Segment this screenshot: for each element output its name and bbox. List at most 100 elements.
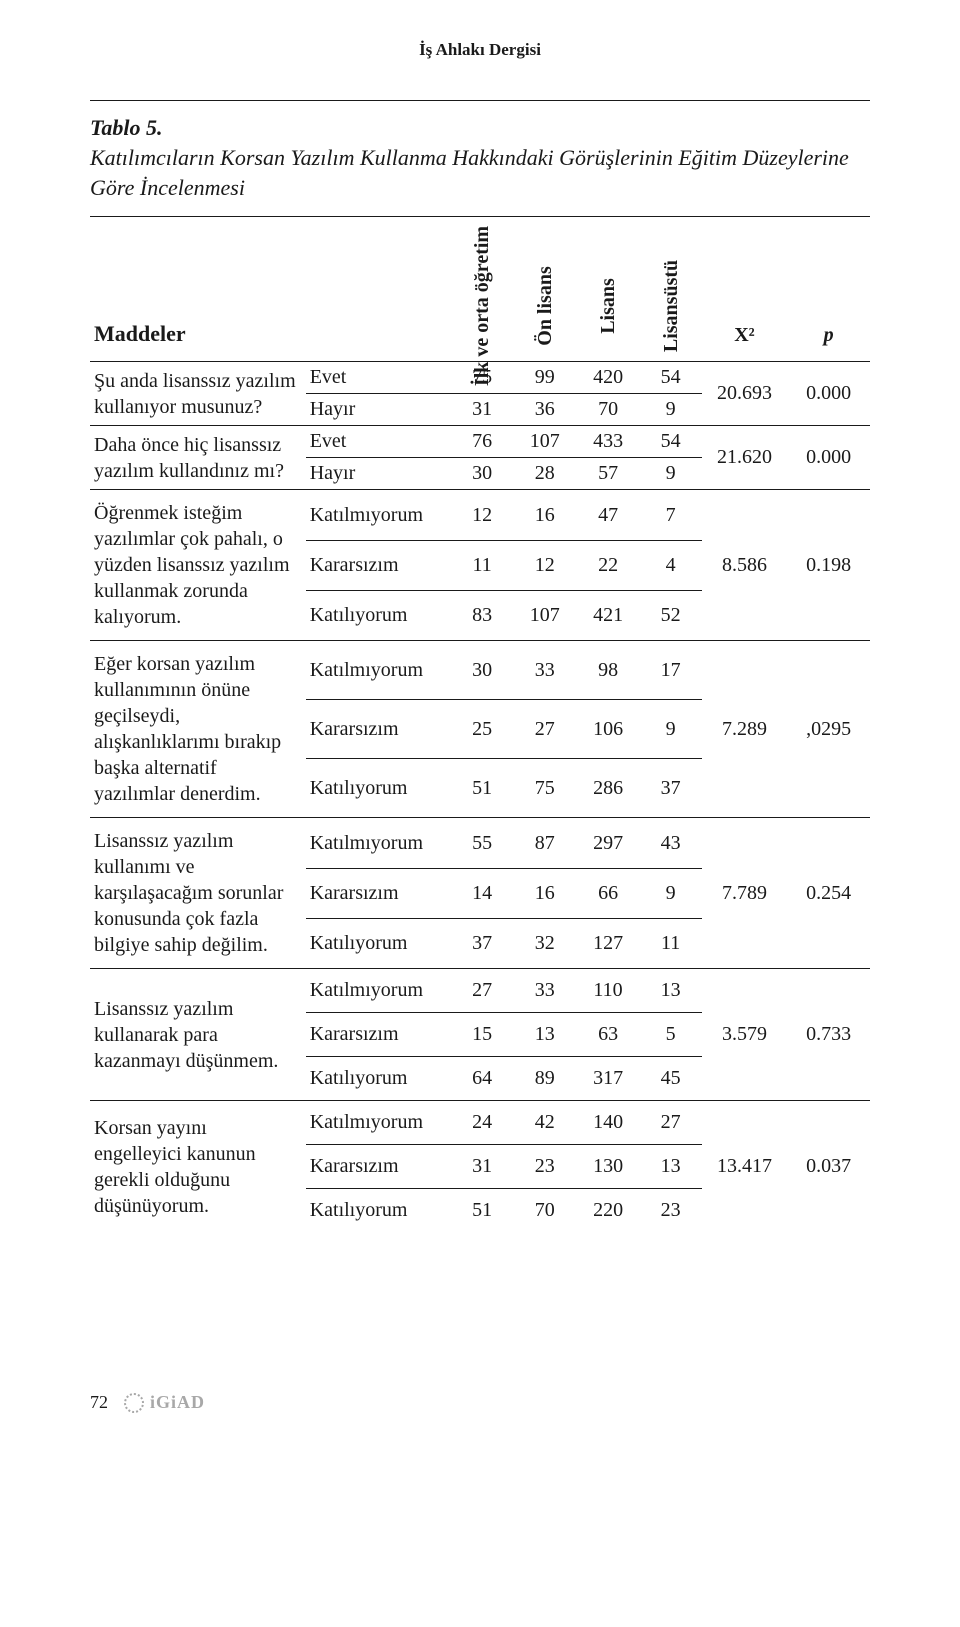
cell-value: 11	[640, 919, 702, 969]
response-label: Katılmıyorum	[306, 818, 452, 868]
header-col1-label: İlk ve orta öğretim	[472, 226, 492, 386]
x2-value: 3.579	[702, 969, 788, 1101]
cell-value: 24	[451, 1101, 513, 1145]
cell-value: 51	[451, 1189, 513, 1233]
response-label: Katılmıyorum	[306, 641, 452, 700]
cell-value: 52	[640, 591, 702, 641]
response-label: Kararsızım	[306, 700, 452, 759]
cell-value: 51	[451, 759, 513, 818]
cell-value: 98	[576, 641, 639, 700]
cell-value: 107	[513, 591, 576, 641]
cell-value: 16	[513, 490, 576, 540]
cell-value: 9	[640, 868, 702, 918]
cell-value: 25	[451, 700, 513, 759]
cell-value: 27	[451, 969, 513, 1013]
cell-value: 36	[513, 394, 576, 426]
response-label: Kararsızım	[306, 540, 452, 590]
cell-value: 16	[513, 868, 576, 918]
cell-value: 17	[640, 641, 702, 700]
response-label: Katılıyorum	[306, 759, 452, 818]
cell-value: 297	[576, 818, 639, 868]
cell-value: 9	[640, 394, 702, 426]
journal-title: İş Ahlakı Dergisi	[90, 40, 870, 60]
cell-value: 31	[451, 394, 513, 426]
header-x2: X²	[702, 217, 788, 362]
cell-value: 57	[576, 458, 639, 490]
p-value: 0.000	[787, 362, 870, 426]
top-rule	[90, 100, 870, 101]
response-label: Evet	[306, 362, 452, 394]
table-row: Korsan yayını engelleyici kanunun gerekl…	[90, 1101, 870, 1145]
cell-value: 15	[451, 1013, 513, 1057]
brand-text: iGiAD	[150, 1392, 205, 1413]
cell-value: 99	[513, 362, 576, 394]
header-col4-label: Lisansüstü	[661, 260, 681, 352]
item-text: Şu anda lisanssız yazılım kullanıyor mus…	[90, 362, 306, 426]
cell-value: 27	[513, 700, 576, 759]
cell-value: 107	[513, 426, 576, 458]
header-col2: Ön lisans	[513, 217, 576, 362]
cell-value: 9	[640, 700, 702, 759]
cell-value: 54	[640, 426, 702, 458]
header-blank	[306, 217, 452, 362]
cell-value: 66	[576, 868, 639, 918]
header-col4: Lisansüstü	[640, 217, 702, 362]
cell-value: 4	[640, 540, 702, 590]
cell-value: 43	[640, 818, 702, 868]
table-caption: Katılımcıların Korsan Yazılım Kullanma H…	[90, 143, 870, 202]
cell-value: 420	[576, 362, 639, 394]
response-label: Katılıyorum	[306, 1057, 452, 1101]
header-col3: Lisans	[576, 217, 639, 362]
p-value: 0.198	[787, 490, 870, 641]
x2-value: 20.693	[702, 362, 788, 426]
item-text: Lisanssız yazılım kullanarak para kazanm…	[90, 969, 306, 1101]
x2-value: 21.620	[702, 426, 788, 490]
header-p: p	[787, 217, 870, 362]
cell-value: 23	[513, 1145, 576, 1189]
cell-value: 286	[576, 759, 639, 818]
cell-value: 89	[513, 1057, 576, 1101]
item-text: Daha önce hiç lisanssız yazılım kullandı…	[90, 426, 306, 490]
cell-value: 55	[451, 818, 513, 868]
cell-value: 37	[640, 759, 702, 818]
cell-value: 12	[451, 490, 513, 540]
x2-value: 7.289	[702, 641, 788, 818]
table-body: Şu anda lisanssız yazılım kullanıyor mus…	[90, 362, 870, 1233]
page-footer: 72 iGiAD	[90, 1392, 870, 1413]
response-label: Kararsızım	[306, 868, 452, 918]
cell-value: 11	[451, 540, 513, 590]
cell-value: 433	[576, 426, 639, 458]
cell-value: 22	[576, 540, 639, 590]
cell-value: 70	[576, 394, 639, 426]
cell-value: 7	[640, 490, 702, 540]
cell-value: 12	[513, 540, 576, 590]
cell-value: 54	[640, 362, 702, 394]
cell-value: 42	[513, 1101, 576, 1145]
cell-value: 45	[640, 1057, 702, 1101]
cell-value: 37	[451, 919, 513, 969]
p-value: ,0295	[787, 641, 870, 818]
cell-value: 23	[640, 1189, 702, 1233]
brand-logo-icon	[124, 1393, 144, 1413]
cell-value: 14	[451, 868, 513, 918]
cell-value: 87	[513, 818, 576, 868]
table-row: Daha önce hiç lisanssız yazılım kullandı…	[90, 426, 870, 458]
cell-value: 13	[640, 1145, 702, 1189]
header-row: Maddeler İlk ve orta öğretim Ön lisans L…	[90, 217, 870, 362]
cell-value: 76	[451, 426, 513, 458]
cell-value: 47	[576, 490, 639, 540]
item-text: Öğrenmek isteğim yazılımlar çok pahalı, …	[90, 490, 306, 641]
cell-value: 317	[576, 1057, 639, 1101]
cell-value: 5	[640, 1013, 702, 1057]
cell-value: 220	[576, 1189, 639, 1233]
cell-value: 70	[513, 1189, 576, 1233]
cell-value: 13	[513, 1013, 576, 1057]
cell-value: 110	[576, 969, 639, 1013]
cell-value: 83	[451, 591, 513, 641]
cell-value: 75	[513, 759, 576, 818]
cell-value: 28	[513, 458, 576, 490]
response-label: Katılıyorum	[306, 591, 452, 641]
cell-value: 63	[576, 1013, 639, 1057]
cell-value: 31	[451, 1145, 513, 1189]
item-text: Eğer korsan yazılım kullanımının önüne g…	[90, 641, 306, 818]
